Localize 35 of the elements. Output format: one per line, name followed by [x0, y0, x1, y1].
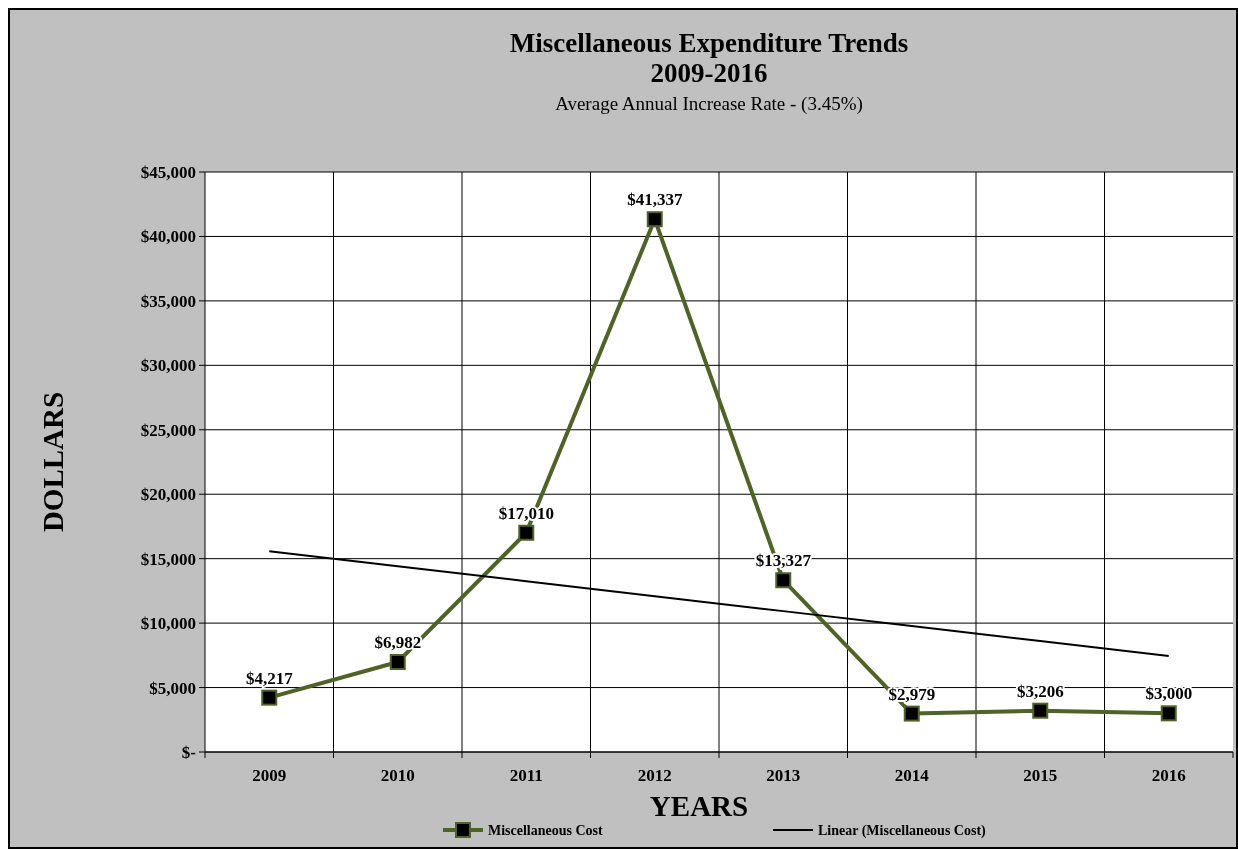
x-tick-label: 2013: [766, 766, 801, 785]
x-tick-label: 2012: [637, 766, 672, 785]
legend-label: Linear (Miscellaneous Cost): [818, 823, 987, 839]
point: [903, 705, 920, 722]
x-tick-label: 2014: [894, 766, 930, 785]
x-axis-title: YEARS: [649, 790, 749, 822]
y-tick-label: $5,000: [149, 678, 196, 698]
data-label: $3,000: [1145, 684, 1193, 704]
y-tick-label: $-: [181, 742, 197, 762]
data-label: $41,337: [627, 190, 683, 210]
y-tick-label: $15,000: [140, 549, 196, 569]
x-tick-label: 2016: [1151, 766, 1186, 785]
point: [1160, 705, 1177, 722]
x-tick-label: 2009: [252, 766, 287, 785]
chart-title: Miscellaneous Expenditure Trends 2009-2016: [509, 28, 909, 88]
y-tick-label: $35,000: [140, 291, 196, 311]
x-tick-label: 2011: [509, 766, 543, 785]
point: [646, 211, 663, 228]
point: [261, 689, 278, 706]
x-tick-label: 2015: [1023, 766, 1058, 785]
legend-label: Miscellaneous Cost: [488, 823, 604, 838]
y-tick-label: $20,000: [140, 485, 196, 505]
point: [389, 654, 406, 671]
data-label: $4,217: [245, 668, 294, 688]
point: [1032, 702, 1049, 719]
y-tick-label: $45,000: [140, 162, 196, 182]
point: [518, 524, 535, 541]
point: [775, 572, 792, 589]
y-tick-label: $25,000: [140, 420, 196, 440]
chart-subtitle: Average Annual Increase Rate - (3.45%): [555, 93, 863, 115]
y-tick-label: $40,000: [140, 227, 196, 247]
x-tick-label: 2010: [380, 766, 415, 785]
y-tick-label: $10,000: [140, 614, 196, 634]
y-tick-label: $30,000: [140, 356, 196, 376]
y-axis-title: DOLLARS: [37, 391, 69, 533]
